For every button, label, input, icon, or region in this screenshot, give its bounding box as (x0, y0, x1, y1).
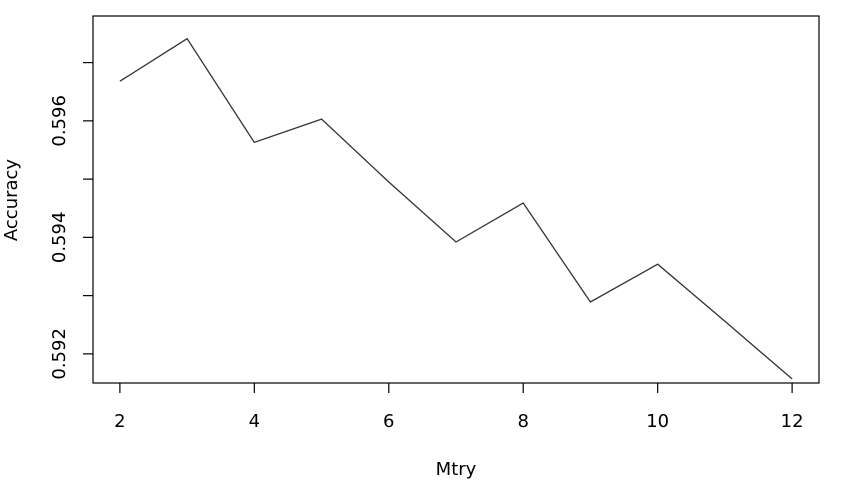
series-line-accuracy (119, 37, 793, 380)
plot-frame (92, 15, 820, 384)
y-axis: 0.592 0.594 0.596 (49, 62, 93, 380)
x-tick-label: 12 (781, 411, 804, 432)
y-tick-label: 0.594 (49, 212, 70, 264)
x-tick-label: 4 (249, 411, 260, 432)
x-axis-title: Mtry (436, 459, 477, 480)
x-tick-label: 10 (646, 411, 669, 432)
y-axis-title: Accuracy (1, 159, 22, 242)
y-tick-label: 0.592 (49, 328, 70, 380)
x-axis: 2 4 6 8 10 12 (114, 383, 804, 432)
y-tick-label: 0.596 (49, 95, 70, 147)
x-tick-label: 6 (383, 411, 394, 432)
x-tick-label: 2 (114, 411, 125, 432)
x-tick-label: 8 (517, 411, 528, 432)
